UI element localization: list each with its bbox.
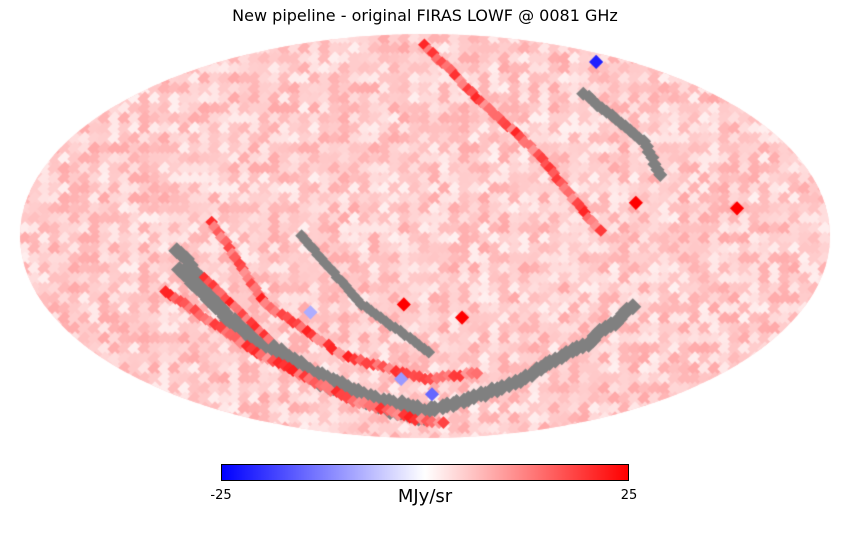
colorbar: [221, 464, 629, 481]
chart-title: New pipeline - original FIRAS LOWF @ 008…: [232, 6, 618, 25]
colorbar-max-label: 25: [620, 488, 638, 503]
colorbar-unit-label: MJy/sr: [397, 486, 453, 507]
colorbar-min-label: -25: [210, 488, 232, 503]
